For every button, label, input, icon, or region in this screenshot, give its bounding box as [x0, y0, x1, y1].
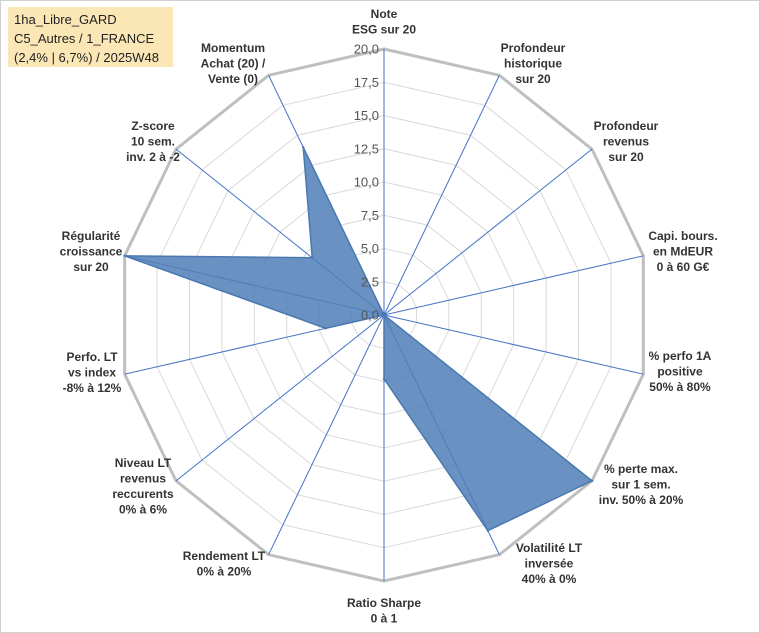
- axis-label-line: reccurents: [112, 487, 174, 501]
- axis-label-2: Profondeur historique sur 20: [501, 41, 566, 86]
- axis-label-line: % perte max.: [604, 462, 678, 476]
- tick-label: 15,0: [354, 108, 379, 123]
- axis-label-line: Perfo. LT: [66, 350, 118, 364]
- axis-label-line: sur 20: [608, 150, 644, 164]
- spoke-2: [383, 75, 500, 316]
- series-area-1: [124, 146, 594, 532]
- axis-label-14: Momentum Achat (20) / Vente (0): [201, 41, 266, 86]
- axis-label-10: Niveau LT revenus reccurents 0% à 6%: [112, 456, 174, 517]
- spoke-5: [383, 314, 644, 375]
- title-line-3: (2,4% | 6,7%) / 2025W48: [14, 50, 160, 65]
- axis-label-line: % perfo 1A: [649, 349, 712, 363]
- axis-label-line: revenus: [603, 135, 649, 149]
- axis-label-line: Momentum: [201, 41, 265, 55]
- title-line-2: C5_Autres / 1_FRANCE: [14, 31, 155, 46]
- axis-label-line: 10 sem.: [131, 135, 175, 149]
- tick-label: 5,0: [361, 241, 379, 256]
- axis-label-line: inversée: [525, 557, 574, 571]
- data-point-12: [123, 254, 126, 258]
- axis-label-line: Profondeur: [594, 119, 659, 133]
- data-point-6: [590, 479, 594, 483]
- axis-label-line: croissance: [60, 245, 123, 259]
- spoke-9: [268, 314, 385, 555]
- axis-label-line: Rendement LT: [183, 549, 266, 563]
- axis-label-line: revenus: [120, 472, 166, 486]
- axis-label-7: Volatilité LT inversée 40% à 0%: [516, 541, 583, 586]
- title-line-1: 1ha_Libre_GARD: [14, 12, 117, 27]
- axis-label-13: Z-score 10 sem. inv. 2 à -2: [126, 119, 180, 164]
- spoke-4: [383, 255, 644, 316]
- axis-label-line: ESG sur 20: [352, 23, 416, 37]
- axis-label-line: vs index: [68, 366, 116, 380]
- axis-label-line: Note: [371, 7, 398, 21]
- spoke-3: [383, 148, 593, 316]
- axis-label-1: Note ESG sur 20: [352, 7, 416, 37]
- axis-label-line: 0 à 1: [371, 612, 398, 626]
- tick-label: 2,5: [361, 274, 379, 289]
- axis-label-11: Perfo. LT vs index -8% à 12%: [63, 350, 122, 395]
- chart-title-box: 1ha_Libre_GARD C5_Autres / 1_FRANCE (2,4…: [8, 7, 173, 67]
- axis-label-3: Profondeur revenus sur 20: [594, 119, 659, 164]
- axis-label-line: 50% à 80%: [649, 380, 711, 394]
- axis-label-line: Capi. bours.: [648, 229, 717, 243]
- axis-label-line: 0% à 6%: [119, 503, 167, 517]
- data-point-14: [302, 146, 305, 149]
- tick-label: 10,0: [354, 175, 379, 190]
- axis-label-line: inv. 2 à -2: [126, 150, 180, 164]
- radar-tick-labels: 0,0 2,5 5,0 7,5 10,0 12,5 15,0 17,5 20,0: [354, 42, 379, 323]
- radar-series: [123, 146, 594, 532]
- axis-label-line: sur 1 sem.: [611, 478, 670, 492]
- axis-label-line: Profondeur: [501, 41, 566, 55]
- axis-label-line: positive: [657, 365, 703, 379]
- axis-label-line: 40% à 0%: [522, 572, 577, 586]
- axis-label-line: Vente (0): [208, 72, 258, 86]
- axis-label-5: % perfo 1A positive 50% à 80%: [649, 349, 712, 394]
- axis-label-line: -8% à 12%: [63, 381, 122, 395]
- axis-label-4: Capi. bours. en MdEUR 0 à 60 G€: [648, 229, 717, 274]
- tick-label: 20,0: [354, 42, 379, 57]
- axis-label-line: Achat (20) /: [201, 57, 266, 71]
- spoke-10: [175, 314, 385, 482]
- data-point-10: [382, 313, 386, 317]
- axis-label-line: en MdEUR: [653, 245, 713, 259]
- axis-label-line: 0 à 60 G€: [657, 260, 710, 274]
- axis-label-line: sur 20: [515, 72, 551, 86]
- axis-label-line: Niveau LT: [115, 456, 172, 470]
- tick-label: 7,5: [361, 208, 379, 223]
- axis-label-line: 0% à 20%: [197, 565, 252, 579]
- axis-label-12: Régularité croissance sur 20: [60, 229, 123, 274]
- axis-label-line: sur 20: [73, 260, 109, 274]
- tick-label: 17,5: [354, 75, 379, 90]
- data-point-13: [311, 256, 314, 259]
- tick-label: 12,5: [354, 141, 379, 156]
- axis-label-8: Ratio Sharpe 0 à 1: [347, 596, 421, 626]
- axis-label-line: historique: [504, 57, 562, 71]
- data-point-7: [486, 529, 490, 532]
- tick-label: 0,0: [361, 308, 379, 323]
- axis-label-line: Volatilité LT: [516, 541, 583, 555]
- axis-label-9: Rendement LT 0% à 20%: [183, 549, 266, 579]
- data-point-8: [382, 377, 386, 381]
- axis-label-line: Régularité: [62, 229, 121, 243]
- axis-label-line: inv. 50% à 20%: [599, 493, 684, 507]
- axis-label-line: Z-score: [131, 119, 175, 133]
- axis-label-6: % perte max. sur 1 sem. inv. 50% à 20%: [599, 462, 684, 507]
- data-point-11: [324, 327, 327, 330]
- axis-label-line: Ratio Sharpe: [347, 596, 421, 610]
